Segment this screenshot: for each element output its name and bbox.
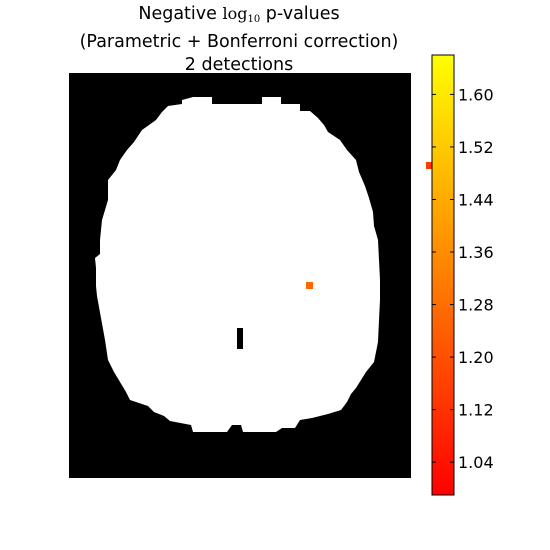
colorbar-tick-label: 1.20 <box>458 348 494 367</box>
detections-layer <box>306 162 433 289</box>
title-log-text: log <box>222 4 248 23</box>
title-line-1-prefix: Negative <box>138 4 223 24</box>
heatmap-panel <box>69 73 433 478</box>
title-line-1: Negative log10 p-values <box>0 2 478 31</box>
chart-title: Negative log10 p-values (Parametric + Bo… <box>0 2 478 77</box>
title-log-subscript: 10 <box>247 14 261 25</box>
colorbar: 1.04 1.12 1.20 1.28 1.36 1.44 1.52 1.60 <box>431 54 494 496</box>
title-log-math: log10 <box>222 4 261 25</box>
colorbar-tick-label: 1.36 <box>458 243 494 262</box>
brain-mask-region <box>95 97 380 432</box>
colorbar-tick-label: 1.52 <box>458 138 494 157</box>
colorbar-tick-label: 1.28 <box>458 296 494 315</box>
title-line-2: (Parametric + Bonferroni correction) <box>79 32 399 52</box>
detection-voxel-2 <box>306 282 313 289</box>
colorbar-ticks: 1.04 1.12 1.20 1.28 1.36 1.44 1.52 1.60 <box>432 85 494 472</box>
colorbar-tick-label: 1.12 <box>458 401 494 420</box>
colorbar-tick-label: 1.60 <box>458 85 494 104</box>
mask-hole <box>237 328 243 349</box>
title-line-3: 2 detections <box>184 55 294 75</box>
colorbar-tick-label: 1.44 <box>458 190 494 209</box>
detection-voxel-1 <box>426 162 433 169</box>
colorbar-gradient <box>431 54 455 496</box>
colorbar-tick-label: 1.04 <box>458 453 494 472</box>
title-line-1-suffix: p-values <box>260 4 340 24</box>
